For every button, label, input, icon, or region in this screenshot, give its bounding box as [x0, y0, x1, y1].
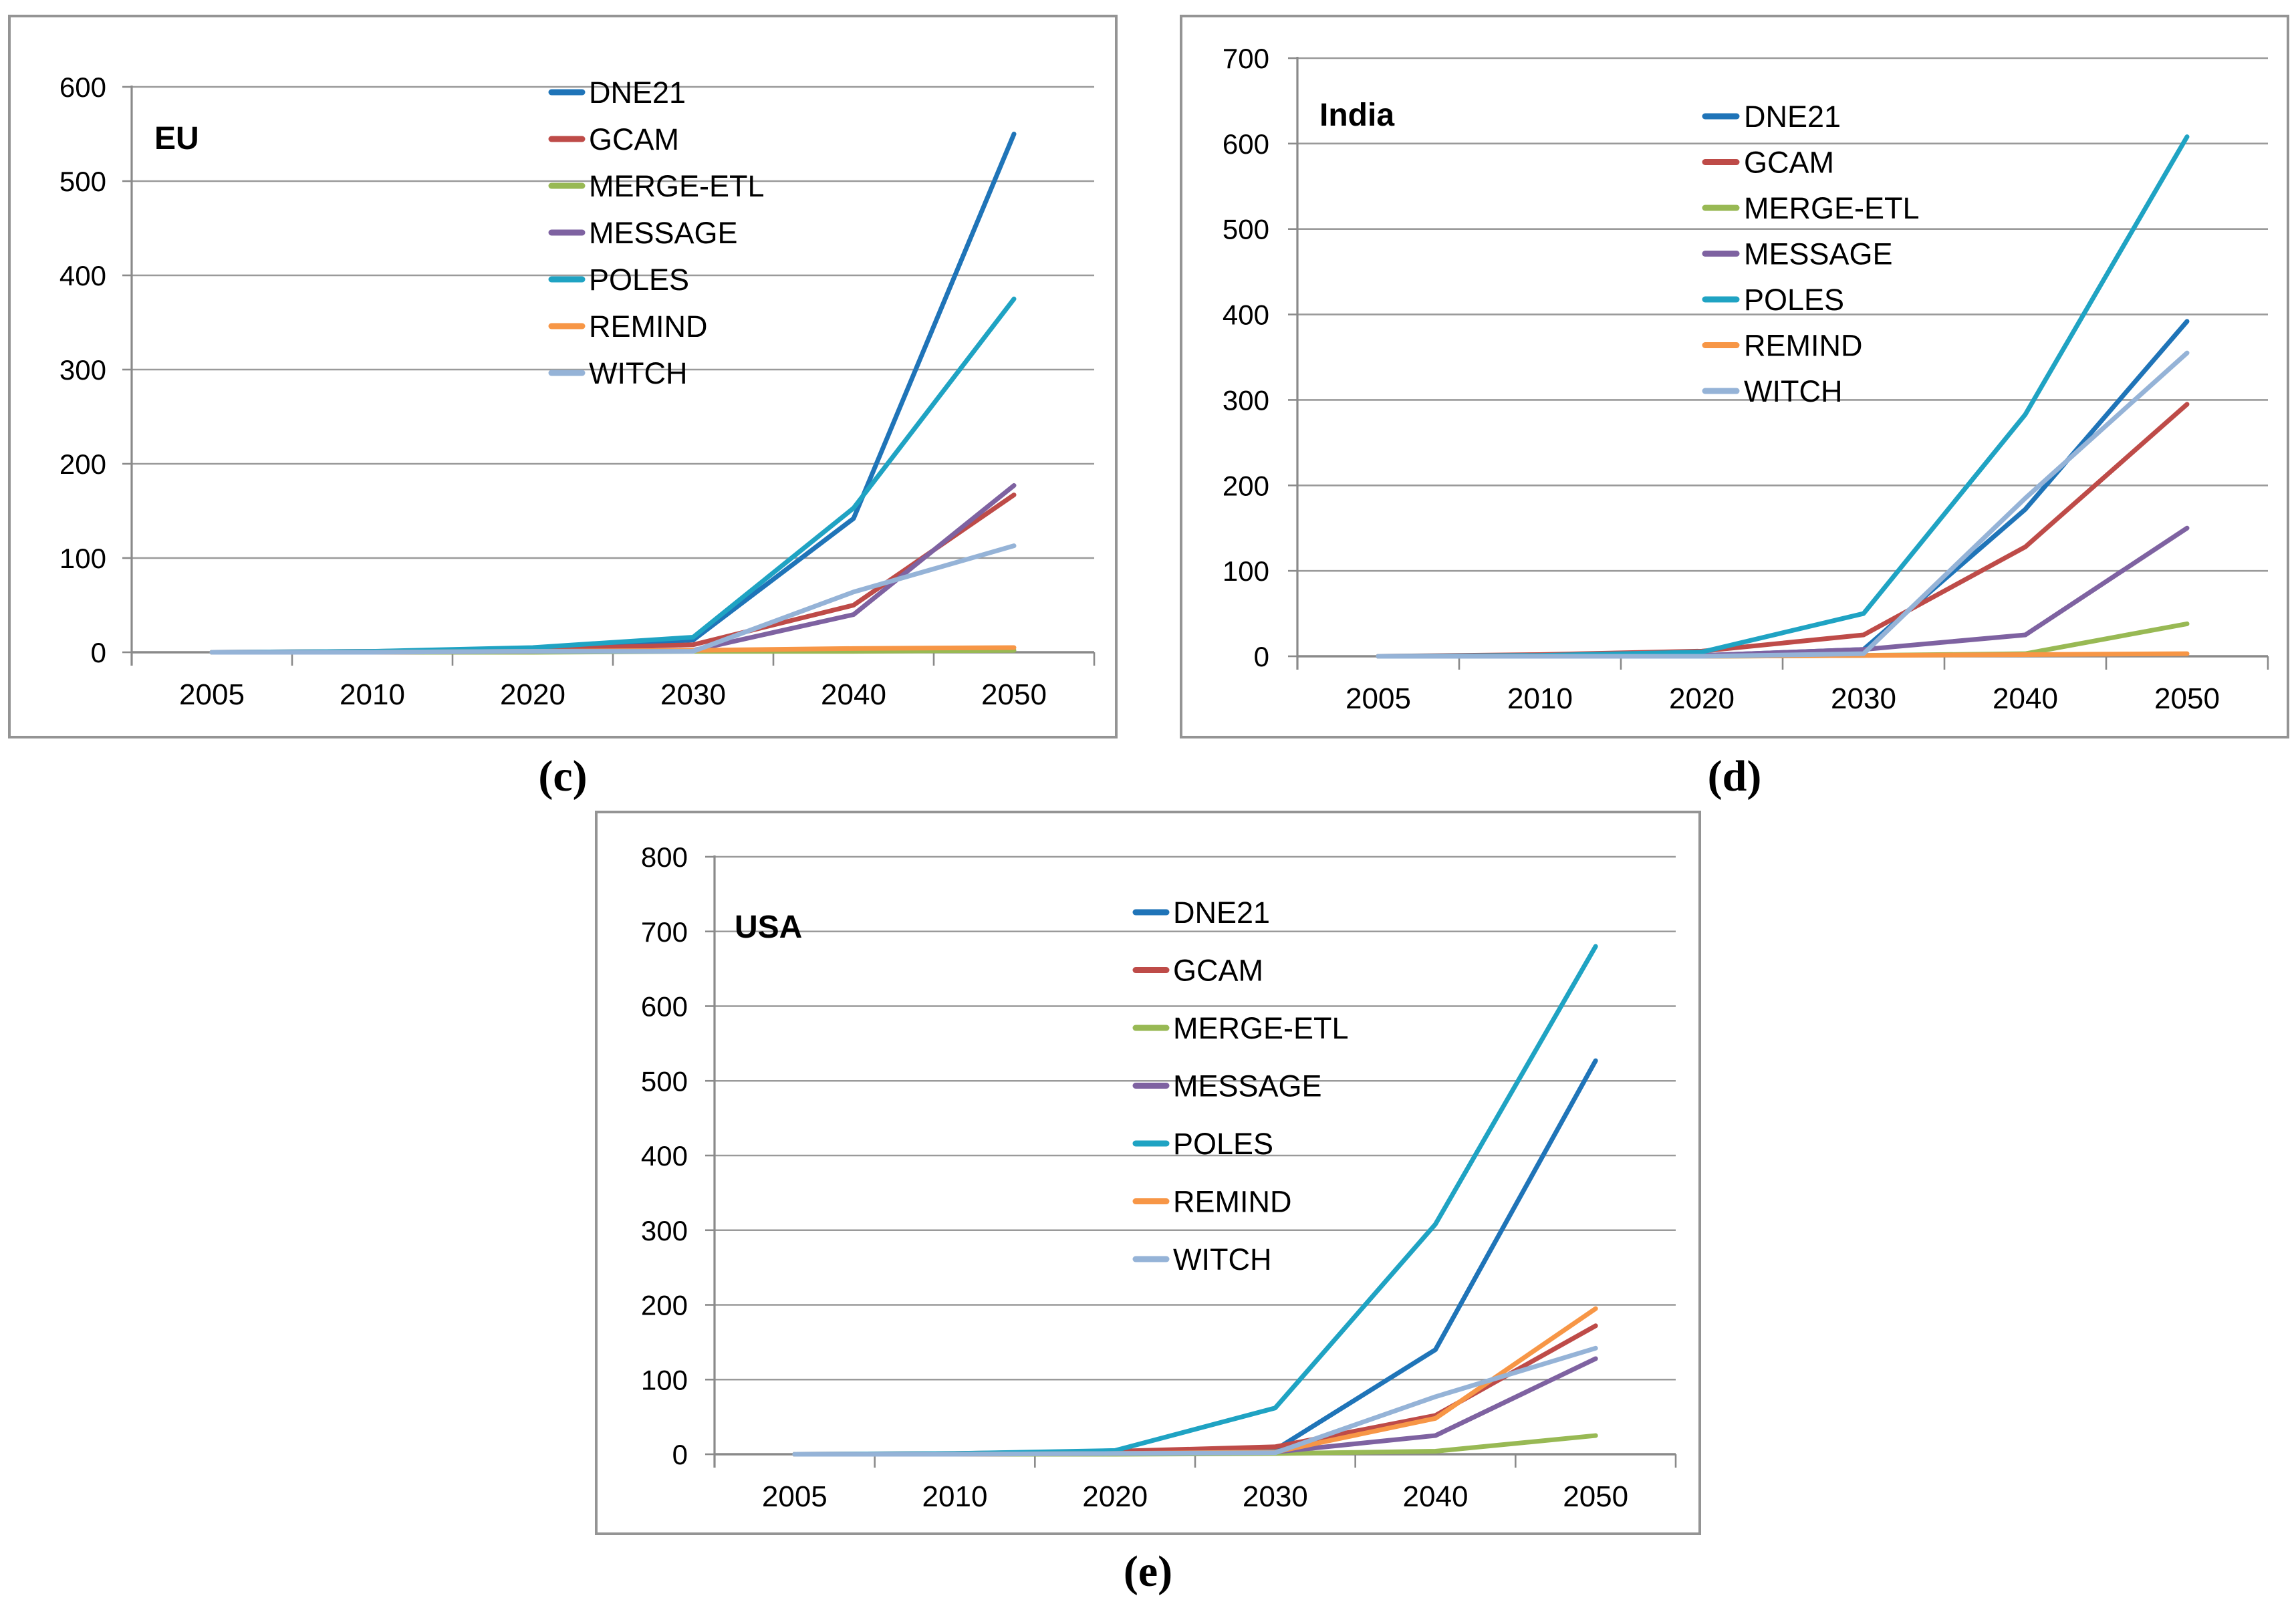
legend-label-merge-etl: MERGE-ETL	[1744, 191, 1920, 225]
legend-label-witch: WITCH	[1744, 374, 1842, 408]
x-tick-label: 2005	[762, 1480, 827, 1513]
series-line-remind	[792, 1306, 1598, 1457]
series-line-witch	[209, 543, 1017, 655]
panel-label-d: (d)	[1707, 752, 1762, 801]
x-tick-label: 2020	[1082, 1480, 1148, 1513]
y-tick-label: 500	[1223, 214, 1269, 245]
y-tick-label: 0	[1254, 641, 1269, 672]
legend-label-remind: REMIND	[1173, 1185, 1292, 1219]
x-tick-label: 2050	[1563, 1480, 1628, 1513]
y-tick-label: 500	[59, 166, 106, 197]
x-tick-label: 2040	[1403, 1480, 1469, 1513]
x-tick-label: 2010	[922, 1480, 988, 1513]
y-tick-label: 300	[59, 354, 106, 386]
series-line-message	[209, 483, 1017, 655]
chart-india: 0 100 200 300 400 500 600 700 2005 2010 2020 2030 20…	[1223, 43, 2269, 715]
legend-label-dne21: DNE21	[589, 76, 686, 110]
panel-chart-india: 0 100 200 300 400 500 600 700 2005 2010 2020 2030 20…	[1180, 15, 2289, 738]
legend-label-poles: POLES	[1744, 283, 1844, 317]
legend-label-witch: WITCH	[589, 356, 687, 390]
y-tick-label: 100	[59, 543, 106, 574]
panel-chart-eu: 0 100 200 300 400 500 600 2005 2010 2020 2030 2040 2…	[8, 15, 1118, 738]
legend-label-witch: WITCH	[1173, 1242, 1271, 1276]
y-tick-label: 600	[59, 72, 106, 103]
legend-label-remind: REMIND	[589, 309, 708, 344]
x-tick-label: 2005	[179, 678, 245, 711]
y-tick-label: 400	[1223, 299, 1269, 331]
y-tick-label: 200	[59, 448, 106, 480]
series-line-witch	[1376, 350, 2190, 659]
legend-label-gcam: GCAM	[589, 122, 679, 156]
legend-label-merge-etl: MERGE-ETL	[589, 169, 765, 203]
x-tick-label: 2050	[981, 678, 1047, 711]
x-tick-label: 2010	[1507, 682, 1573, 715]
legend-label-gcam: GCAM	[1173, 954, 1263, 988]
panel-label-c: (c)	[538, 752, 588, 801]
series-line-message	[1376, 525, 2190, 659]
y-tick-label: 300	[641, 1215, 688, 1246]
x-tick-label: 2050	[2154, 682, 2220, 715]
legend-label-message: MESSAGE	[1173, 1069, 1322, 1103]
legend-label-poles: POLES	[589, 263, 689, 297]
y-tick-label: 300	[1223, 384, 1269, 416]
chart-title: USA	[735, 910, 802, 945]
y-tick-label: 100	[641, 1364, 688, 1395]
chart-usa: 0 100 200 300 400 500 600 700 800 2005 2010 2020 203…	[641, 841, 1677, 1513]
x-tick-label: 2030	[1831, 682, 1896, 715]
y-tick-label: 700	[1223, 43, 1269, 74]
x-tick-label: 2005	[1346, 682, 1411, 715]
series-line-gcam	[1376, 402, 2190, 659]
y-tick-label: 400	[59, 260, 106, 291]
y-tick-label: 0	[672, 1439, 688, 1470]
x-tick-label: 2020	[500, 678, 565, 711]
series-line-poles	[209, 296, 1017, 655]
y-tick-label: 200	[641, 1290, 688, 1321]
x-tick-label: 2030	[660, 678, 726, 711]
legend-label-remind: REMIND	[1744, 329, 1863, 363]
series-line-witch	[792, 1345, 1598, 1457]
series-line-gcam	[209, 493, 1017, 655]
x-tick-label: 2020	[1669, 682, 1735, 715]
y-tick-label: 200	[1223, 470, 1269, 501]
y-tick-label: 400	[641, 1140, 688, 1172]
chart-title: India	[1319, 98, 1394, 133]
panel-label-e: (e)	[1123, 1547, 1173, 1596]
legend-label-dne21: DNE21	[1173, 896, 1270, 930]
x-tick-label: 2040	[821, 678, 886, 711]
y-tick-label: 500	[641, 1065, 688, 1097]
chart-title: EU	[154, 121, 199, 156]
legend-label-gcam: GCAM	[1744, 146, 1834, 180]
y-tick-label: 700	[641, 916, 688, 948]
series-line-message	[792, 1356, 1598, 1457]
legend-label-message: MESSAGE	[589, 216, 738, 250]
y-tick-label: 100	[1223, 555, 1269, 587]
chart-eu: 0 100 200 300 400 500 600 2005 2010 2020 2030 2040 2…	[59, 72, 1096, 711]
x-tick-label: 2030	[1243, 1480, 1308, 1513]
series-line-dne21	[209, 132, 1017, 655]
x-tick-label: 2040	[1993, 682, 2058, 715]
x-tick-label: 2010	[340, 678, 405, 711]
y-tick-label: 800	[641, 841, 688, 873]
panel-chart-usa: 0 100 200 300 400 500 600 700 800 2005 2010 2020 203…	[595, 811, 1701, 1535]
legend-label-poles: POLES	[1173, 1127, 1273, 1161]
legend-label-dne21: DNE21	[1744, 100, 1841, 134]
y-tick-label: 600	[1223, 128, 1269, 160]
legend-label-merge-etl: MERGE-ETL	[1173, 1011, 1349, 1045]
y-tick-label: 0	[91, 637, 106, 668]
legend-label-message: MESSAGE	[1744, 237, 1893, 271]
y-tick-label: 600	[641, 991, 688, 1023]
